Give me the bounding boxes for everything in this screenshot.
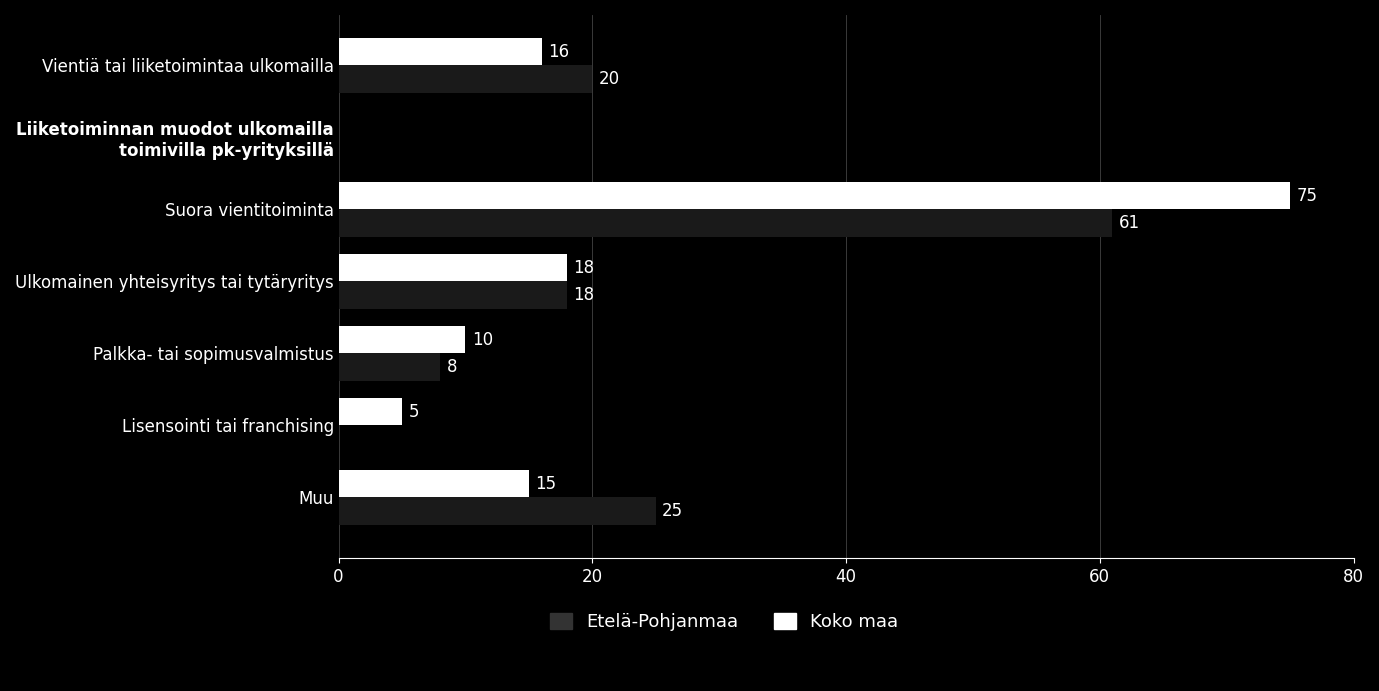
Bar — [339, 66, 593, 93]
Text: 75: 75 — [1296, 187, 1317, 205]
Text: 8: 8 — [447, 358, 456, 376]
Bar — [339, 326, 466, 353]
Legend: Etelä-Pohjanmaa, Koko maa: Etelä-Pohjanmaa, Koko maa — [545, 607, 905, 636]
Bar — [339, 398, 403, 425]
Text: 10: 10 — [472, 330, 492, 349]
Bar — [339, 281, 567, 309]
Bar — [339, 209, 1113, 237]
Bar — [339, 498, 656, 524]
Text: 15: 15 — [535, 475, 556, 493]
Bar — [339, 353, 440, 381]
Text: 16: 16 — [547, 43, 570, 61]
Bar — [339, 254, 567, 281]
Text: 5: 5 — [408, 403, 419, 421]
Text: 20: 20 — [598, 70, 619, 88]
Bar — [339, 470, 530, 498]
Bar — [339, 38, 542, 66]
Text: 25: 25 — [662, 502, 683, 520]
Bar — [339, 182, 1291, 209]
Text: 61: 61 — [1118, 214, 1140, 232]
Text: 18: 18 — [574, 258, 594, 276]
Text: 18: 18 — [574, 286, 594, 304]
